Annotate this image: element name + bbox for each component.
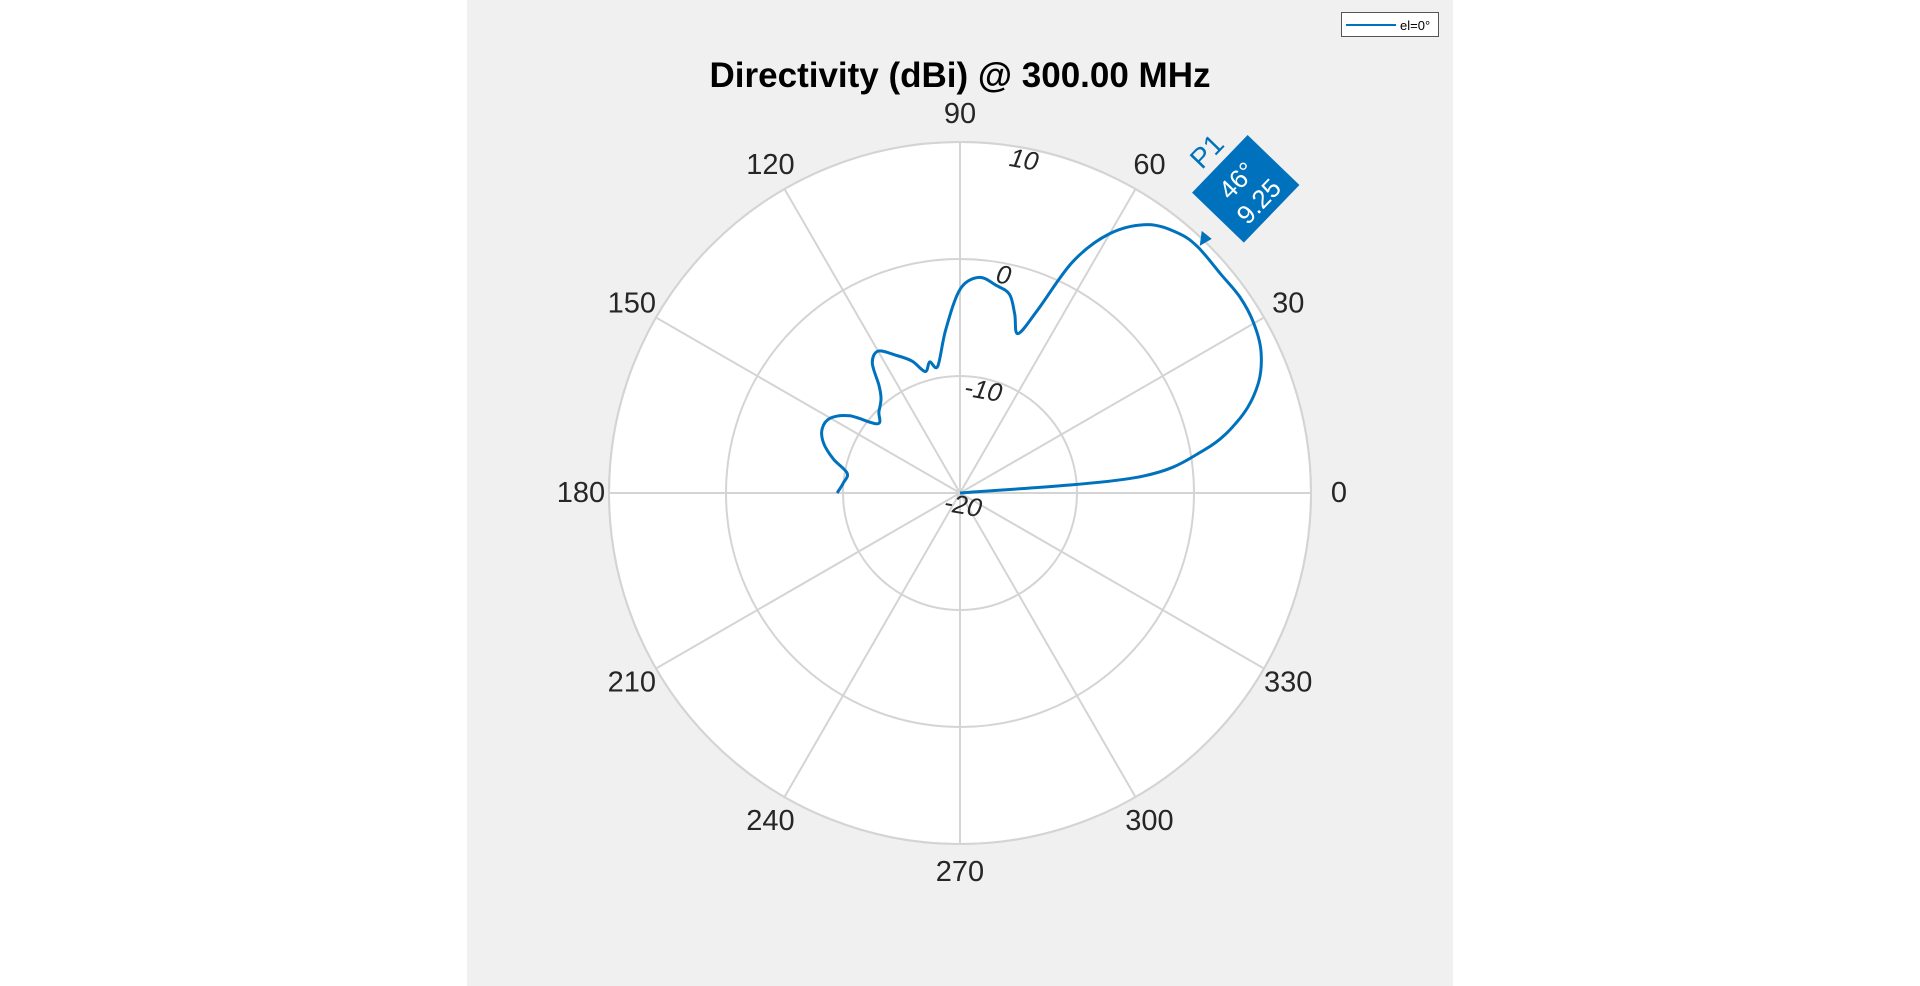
angular-gridline [655, 492, 961, 670]
angular-gridline [959, 492, 1137, 798]
angle-tick-label: 150 [608, 288, 656, 320]
polar-chart: 0306090120150180210240270300330-20-10010… [557, 98, 1347, 888]
radial-tick-label: -10 [962, 372, 1005, 408]
angle-tick-label: 300 [1125, 805, 1173, 837]
radial-tick-label: 0 [994, 259, 1014, 291]
angle-tick-label: 120 [746, 149, 794, 181]
angular-gridline [655, 316, 961, 494]
legend-line-swatch [1346, 24, 1396, 26]
angle-tick-label: 210 [608, 667, 656, 699]
radial-tick-label: 10 [1007, 142, 1041, 177]
figure-panel: 0 30 60 90 120 150 180 210 240 270 300 330 -20 -10 0 10… [467, 0, 1453, 986]
angular-gridline [783, 492, 961, 798]
angle-tick-label: 30 [1272, 288, 1304, 320]
angular-gridline [959, 316, 1265, 494]
angle-tick-label: 240 [746, 805, 794, 837]
angle-tick-label: 180 [557, 477, 605, 509]
marker-pointer [1199, 230, 1212, 246]
angle-tick-label: 330 [1264, 667, 1312, 699]
radial-gridline [842, 375, 1078, 611]
angular-gridline [959, 188, 1137, 494]
radial-gridline [725, 258, 1195, 728]
outer-ring [608, 141, 1312, 845]
angle-tick-label: 0 [1331, 477, 1347, 509]
legend[interactable]: el=0° [1341, 12, 1439, 37]
angle-tick-label: 90 [944, 98, 976, 130]
chart-title: Directivity (dBi) @ 300.00 MHz [709, 56, 1211, 95]
legend-entry-label: el=0° [1400, 18, 1431, 33]
series-line [820, 223, 1263, 495]
angular-gridline [783, 188, 961, 494]
angular-gridline [959, 492, 1265, 670]
datatip-background [1192, 135, 1300, 243]
angle-tick-label: 270 [936, 856, 984, 888]
angle-tick-label: 60 [1133, 149, 1165, 181]
series-layer [820, 223, 1263, 495]
